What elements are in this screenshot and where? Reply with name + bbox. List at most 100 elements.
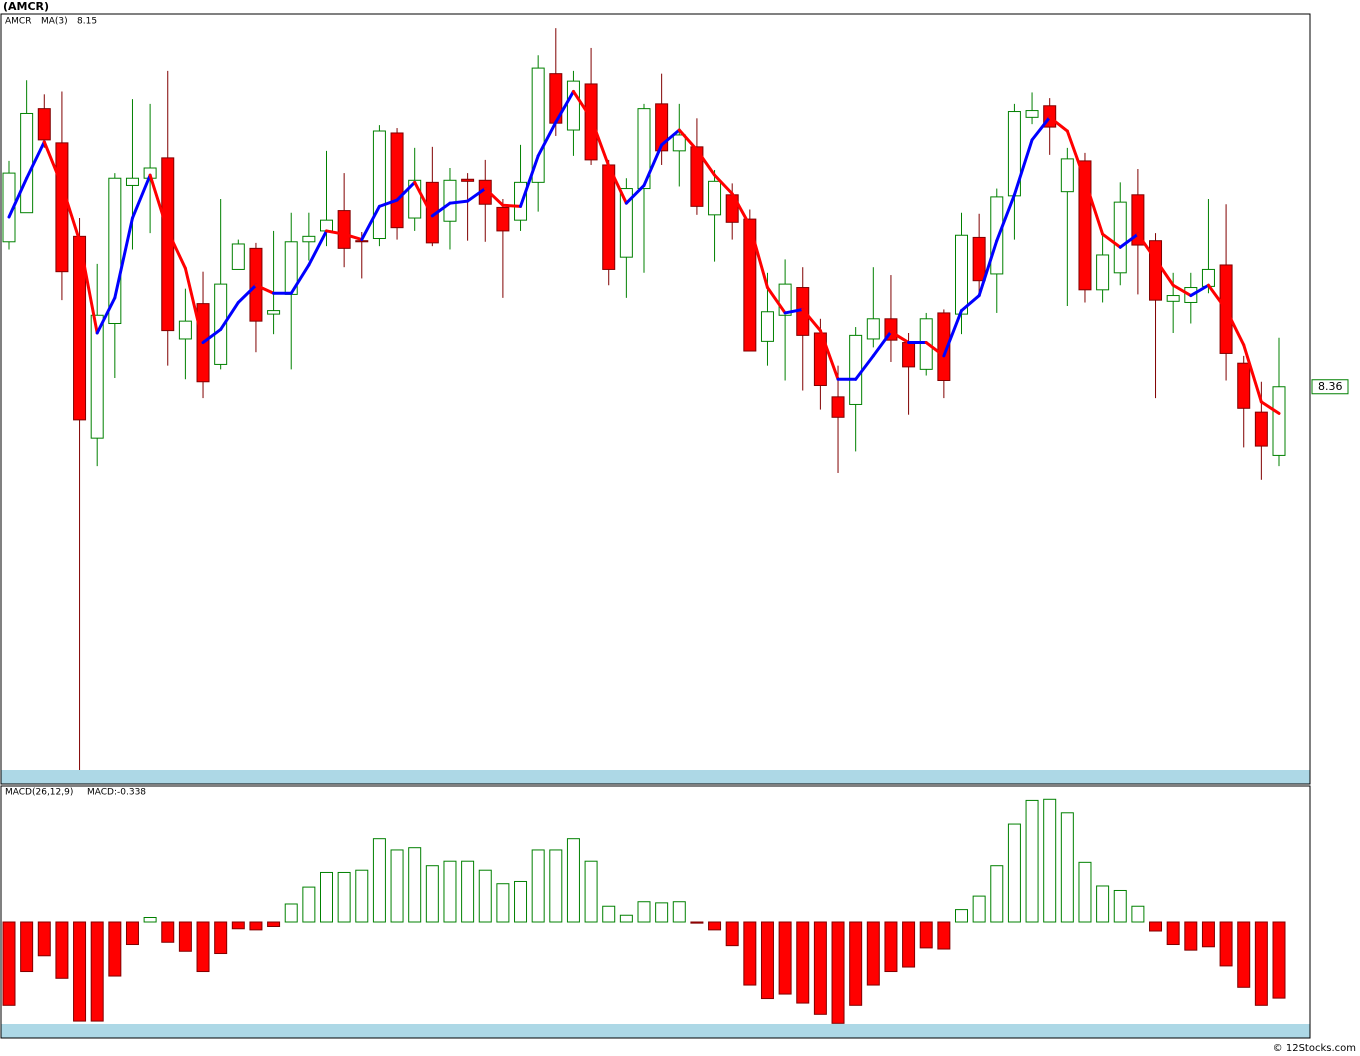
macd-bar <box>302 886 316 923</box>
candle-body <box>1025 110 1039 118</box>
candle-body <box>637 108 651 190</box>
ma-line <box>1101 232 1122 249</box>
ma-line <box>924 341 946 358</box>
candle-body <box>514 181 528 221</box>
macd-bar <box>672 901 686 923</box>
ma-line <box>765 286 787 315</box>
ma-line <box>25 140 46 180</box>
candle-body <box>708 180 722 216</box>
macd-bar <box>1060 812 1074 923</box>
ma-line <box>430 201 452 218</box>
macd-bar <box>2 921 16 1006</box>
last-price-box <box>1311 379 1349 395</box>
candle-body <box>566 80 580 131</box>
candle-body <box>1237 362 1251 409</box>
macd-bar <box>125 921 139 946</box>
candle-body <box>955 234 968 315</box>
candle-body <box>302 235 316 243</box>
ma-line <box>660 128 681 147</box>
macd-bar <box>372 838 386 923</box>
ma-line <box>60 183 82 243</box>
ma-line <box>589 116 611 168</box>
candle-body <box>1060 158 1074 193</box>
candle-body <box>161 157 175 332</box>
ma-line <box>183 266 205 345</box>
ma-line <box>889 330 911 345</box>
time-axis-band <box>1 770 1310 784</box>
candle-body <box>619 188 633 258</box>
macd-bar <box>320 871 333 923</box>
ma-line <box>607 164 628 205</box>
macd-bar <box>637 901 651 923</box>
ma-line <box>1083 178 1105 236</box>
macd-bar <box>355 869 369 923</box>
ma-line <box>483 187 505 207</box>
candle-body <box>461 178 475 182</box>
ma-line <box>1224 307 1246 347</box>
macd-bar <box>1272 921 1286 999</box>
ma-line <box>1118 232 1140 249</box>
candle-body <box>866 318 880 340</box>
legend-ma: MA(3) <box>41 17 68 27</box>
ma-line <box>871 330 893 358</box>
macd-bar <box>1131 905 1145 923</box>
macd-bar <box>778 921 792 995</box>
macd-bar <box>161 921 175 943</box>
ma-line <box>42 140 64 187</box>
macd-bar <box>196 921 210 973</box>
ma-line <box>95 296 117 335</box>
macd-bar <box>884 921 898 973</box>
macd-bar <box>1219 921 1233 967</box>
macd-bar <box>461 860 475 923</box>
ma-line <box>413 180 434 218</box>
macd-bar <box>990 865 1004 923</box>
macd-bar <box>955 909 968 923</box>
ma-line <box>148 173 170 233</box>
candle-body <box>1254 411 1268 447</box>
ma-line <box>942 309 963 358</box>
ma-line <box>377 198 399 208</box>
macd-bar <box>20 921 34 973</box>
ma-line <box>501 203 523 208</box>
candle-body <box>1166 295 1180 302</box>
macd-bar <box>37 921 51 957</box>
time-axis-band <box>1 1024 1310 1038</box>
candle-body <box>531 67 545 183</box>
candle-body <box>602 164 616 270</box>
candle-body <box>496 206 510 232</box>
candle-body <box>1113 201 1127 274</box>
macd-bar <box>1166 921 1180 946</box>
macd-bar <box>478 869 492 923</box>
candle-body <box>1096 254 1110 291</box>
candle-body <box>1131 194 1145 246</box>
ma-line <box>325 229 346 236</box>
macd-bar <box>866 921 880 986</box>
macd-bar <box>1184 921 1198 951</box>
ma-line <box>571 89 593 120</box>
candle-body <box>972 236 986 282</box>
candle-body <box>320 219 333 232</box>
ma-line <box>78 239 99 335</box>
macd-bar <box>514 880 528 923</box>
candle-body <box>231 243 245 270</box>
ma-line <box>801 307 822 333</box>
macd-bar <box>619 914 633 923</box>
ma-line <box>1048 115 1069 133</box>
macd-bar <box>496 883 510 923</box>
ma-line <box>1189 283 1210 298</box>
ma-line <box>113 216 134 300</box>
marks <box>2 28 1286 1024</box>
candle-body <box>337 210 351 249</box>
macd-bar <box>1078 861 1092 923</box>
ma-line <box>307 229 328 267</box>
macd-value: MACD:-0.338 <box>87 788 146 798</box>
watermark: © 12Stocks.com <box>1273 1043 1356 1054</box>
ma-line <box>395 180 417 202</box>
candle-body <box>108 177 122 325</box>
candle-body <box>690 146 704 207</box>
macd-bar <box>1201 921 1215 948</box>
macd-bar <box>90 921 104 1022</box>
candle-body <box>831 396 845 418</box>
